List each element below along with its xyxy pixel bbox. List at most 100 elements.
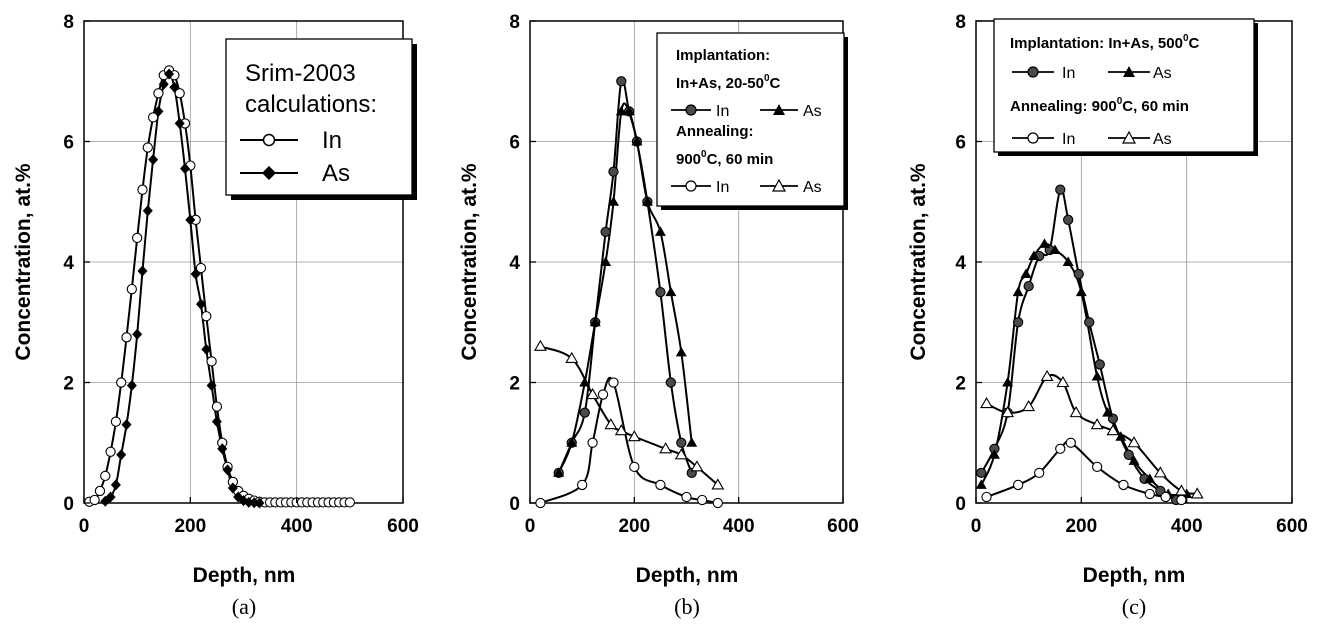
data-point-open-circle <box>201 311 212 322</box>
data-point-filled-triangle <box>1020 268 1032 279</box>
implant-line-text: Implantation: In+As, 500 <box>1010 35 1183 52</box>
anneal-line-text: Annealing: 900 <box>1010 98 1117 115</box>
y-tick-label: 2 <box>955 374 966 395</box>
tick-labels: 0 200 400 600 0 2 4 6 8 <box>509 12 858 537</box>
data-point-filled-circle <box>976 467 987 479</box>
legend-as-marker <box>262 166 276 180</box>
data-point-open-circle <box>712 497 723 509</box>
data-point-filled-triangle <box>641 196 653 206</box>
data-point-open-circle <box>206 356 217 367</box>
x-tick-label: 400 <box>281 516 313 537</box>
legend-implantation-heading: Implantation: <box>676 47 770 64</box>
data-point-filled-triangle <box>1091 370 1103 381</box>
data-point-filled-triangle <box>600 256 612 266</box>
data-point-filled-triangle <box>665 286 677 297</box>
data-point-open-circle <box>1012 479 1024 491</box>
panel-caption: (c) <box>1122 594 1146 619</box>
y-tick-label: 8 <box>509 12 520 33</box>
data-point-diamond <box>126 380 137 392</box>
legend-box <box>656 32 845 207</box>
data-point-open-circle <box>153 88 164 99</box>
data-point-diamond <box>142 205 153 217</box>
data-point-open-triangle <box>1190 487 1204 499</box>
x-tick-label: 400 <box>1171 516 1203 537</box>
data-point-filled-circle <box>665 377 676 388</box>
y-axis-label: Concentration, at.% <box>907 163 930 361</box>
data-point-open-triangle <box>533 339 547 351</box>
legend: Implantation: In+As, 20-500C In As Annea… <box>656 32 848 210</box>
legend-in-label: In <box>322 127 342 154</box>
data-point-open-circle <box>608 377 619 388</box>
data-point-diamond <box>249 497 260 509</box>
data-point-diamond <box>254 497 265 509</box>
data-point-filled-circle <box>1123 449 1134 460</box>
x-axis-label: Depth, nm <box>193 564 296 587</box>
data-point-open-circle <box>116 377 127 388</box>
data-point-filled-triangle <box>1038 238 1050 248</box>
data-point-open-triangle <box>980 396 993 409</box>
data-point-diamond <box>180 163 191 175</box>
data-point-open-triangle <box>1056 375 1070 388</box>
legend-as-label: As <box>322 160 350 187</box>
panel-b: 0 200 400 600 0 2 4 6 8 Depth, nm Concentration,… <box>458 12 859 619</box>
y-tick-label: 4 <box>955 253 966 274</box>
legend-in-anneal-label: In <box>1062 131 1075 148</box>
legend-in-anneal-marker <box>685 180 697 192</box>
data-point-filled-circle <box>600 226 611 238</box>
data-point-open-triangle <box>1022 400 1036 412</box>
data-point-diamond <box>164 68 175 80</box>
data-point-open-triangle <box>1153 466 1167 478</box>
data-point-filled-circle <box>1063 214 1074 225</box>
data-point-filled-triangle <box>1115 431 1127 441</box>
legend-as-anneal-marker <box>771 178 787 192</box>
data-point-filled-triangle <box>686 437 698 447</box>
legend-annealing-heading: Annealing: <box>676 123 754 140</box>
data-point-filled-triangle <box>1075 286 1087 297</box>
data-point-diamond <box>195 298 206 310</box>
data-point-open-circle <box>1160 491 1171 503</box>
data-point-open-circle <box>211 401 223 412</box>
x-tick-label: 400 <box>723 516 755 537</box>
legend: Implantation: In+As, 5000C In As Anneali… <box>993 18 1258 156</box>
data-point-filled-triangle <box>579 377 591 387</box>
data-point-diamond <box>110 479 121 491</box>
data-point-open-circle <box>110 416 122 427</box>
data-point-diamond <box>121 419 132 431</box>
legend-in-implant-label: In <box>1062 65 1075 82</box>
legend-implantation-conditions: In+As, 20-500C <box>676 73 781 92</box>
legend-in-implant-marker <box>685 104 697 116</box>
y-tick-label: 8 <box>955 12 966 33</box>
data-point-filled-circle <box>676 437 687 448</box>
data-point-open-circle <box>629 461 640 472</box>
legend-box <box>225 38 413 196</box>
legend-as-anneal-label: As <box>1153 131 1172 148</box>
panel-c: 0 200 400 600 0 2 4 6 8 Depth, nm Concentration,… <box>907 12 1308 619</box>
data-point-filled-circle <box>608 166 619 177</box>
data-point-open-circle <box>105 446 116 457</box>
data-point-filled-triangle <box>631 136 643 146</box>
data-point-open-triangle <box>1001 406 1015 418</box>
data-point-open-circle <box>174 88 185 99</box>
data-point-diamond <box>190 268 201 280</box>
data-point-diamond <box>158 78 169 90</box>
data-point-diamond <box>137 265 148 277</box>
data-point-diamond <box>174 117 185 129</box>
y-tick-label: 2 <box>509 374 520 395</box>
x-axis-label: Depth, nm <box>636 564 739 587</box>
data-point-diamond <box>227 482 238 494</box>
panel-caption: (a) <box>232 594 256 619</box>
y-tick-label: 6 <box>955 133 966 154</box>
data-point-open-circle <box>1091 461 1103 472</box>
legend-in-anneal-marker <box>1027 132 1039 144</box>
data-point-open-circle <box>1065 437 1076 448</box>
data-point-open-circle <box>1055 443 1066 454</box>
data-point-open-circle <box>137 184 148 195</box>
series-curve-as <box>540 345 719 486</box>
data-point-filled-circle <box>655 286 666 298</box>
data-point-open-circle <box>100 470 111 482</box>
legend-as-anneal-label: As <box>803 179 822 196</box>
y-axis-label: Concentration, at.% <box>458 163 481 361</box>
anneal-rest: C, 60 min <box>1122 98 1189 115</box>
implant-degree: 0 <box>1183 33 1189 44</box>
